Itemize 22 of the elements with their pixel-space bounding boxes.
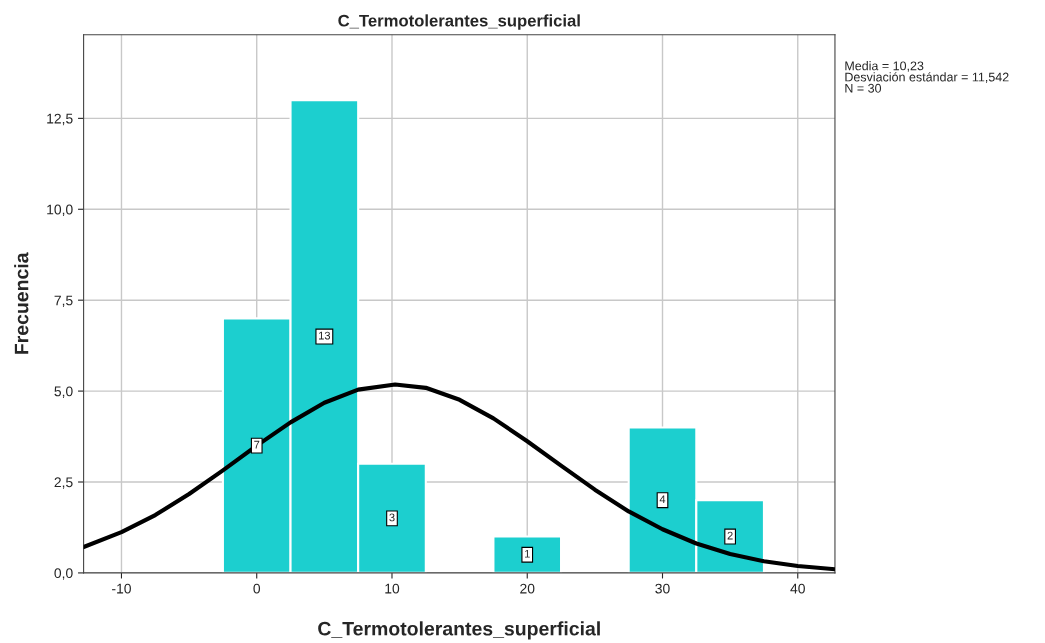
y-tick-label: 7,5: [54, 295, 73, 307]
x-tick-label: 30: [655, 583, 670, 594]
chart-title: C_Termotolerantes_superficial: [338, 14, 580, 30]
data-label: 3: [389, 513, 395, 522]
y-tick-label: 12,5: [47, 113, 73, 126]
y-tick-label: 2,5: [54, 477, 73, 489]
x-tick-label: 10: [385, 583, 400, 594]
y-tick-label: 5,0: [54, 386, 73, 398]
data-label: 7: [254, 440, 260, 449]
x-tick-label: 0: [253, 583, 261, 594]
data-label: 4: [659, 495, 666, 504]
data-label: 13: [319, 331, 331, 340]
y-tick-label: 0,0: [54, 568, 73, 580]
data-label: 2: [727, 531, 733, 540]
text: Media = 10,23 Desviación estándar = 11,542 N = 30: [845, 61, 1009, 93]
x-tick-label: -10: [112, 583, 131, 594]
x-tick-label: 20: [520, 583, 535, 594]
data-label: 1: [525, 549, 530, 558]
y-tick-label: 10,0: [47, 204, 73, 217]
x-axis-title: C_Termotolerantes_superficial: [318, 621, 600, 640]
x-tick-label: 40: [790, 583, 805, 594]
y-axis-title: Frecuencia: [14, 252, 29, 354]
